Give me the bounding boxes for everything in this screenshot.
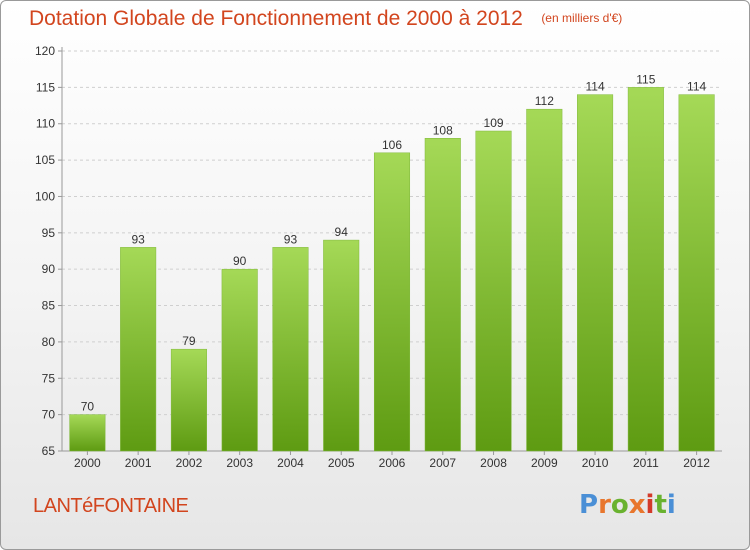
bars <box>69 87 715 452</box>
bar-2006 <box>373 152 411 452</box>
bar-2005 <box>323 239 360 452</box>
data-label: 94 <box>335 225 349 239</box>
y-tick-label: 95 <box>42 226 56 240</box>
y-tick-label: 115 <box>36 80 55 94</box>
x-tick-label: 2001 <box>125 456 152 470</box>
x-tick-label: 2004 <box>277 456 304 470</box>
chart-subtitle: (en milliers d'€) <box>541 11 623 25</box>
x-tick-label: 2009 <box>531 456 558 470</box>
data-label: 109 <box>484 116 504 130</box>
bar-2000 <box>69 414 106 452</box>
x-tick-label: 2000 <box>74 456 101 470</box>
data-labels: 70 93 79 90 93 94 106 108 109 112 114 115 114 <box>81 72 707 413</box>
data-label: 115 <box>636 72 655 86</box>
x-tick-label: 2011 <box>633 456 659 470</box>
data-label: 114 <box>687 80 706 94</box>
x-tick-label: 2002 <box>176 456 203 470</box>
logo-letter: r <box>598 490 611 520</box>
bar-2012 <box>678 94 715 452</box>
logo-letter: x <box>628 490 646 520</box>
y-tick-label: 80 <box>42 335 56 349</box>
data-label: 90 <box>233 254 247 268</box>
bar-2003 <box>221 268 258 452</box>
logo-letter: t <box>654 490 667 520</box>
x-tick-label: 2008 <box>480 456 507 470</box>
data-label: 93 <box>284 232 298 246</box>
y-tick-label: 85 <box>42 299 56 313</box>
data-label: 106 <box>382 138 402 152</box>
data-label: 108 <box>433 123 453 137</box>
logo-letter: P <box>579 490 599 520</box>
logo-letter: o <box>610 490 629 520</box>
y-tick-label: 65 <box>42 444 56 458</box>
y-tick-label: 105 <box>35 153 55 167</box>
data-label: 112 <box>535 94 554 108</box>
data-label: 70 <box>81 400 95 414</box>
logo-letter: i <box>666 490 676 520</box>
data-label: 114 <box>586 80 605 94</box>
bar-2007 <box>424 138 461 452</box>
y-tick-label: 120 <box>35 44 55 58</box>
y-tick-label: 75 <box>42 371 56 385</box>
x-tick-label: 2012 <box>683 456 710 470</box>
y-tick-label: 70 <box>42 408 56 422</box>
y-tick-label: 110 <box>36 117 55 131</box>
bar-2004 <box>272 247 309 452</box>
bar-2011 <box>627 87 664 452</box>
x-tick-label: 2010 <box>582 456 609 470</box>
bar-2002 <box>170 348 207 452</box>
bar-2008 <box>475 130 512 452</box>
x-tick-label: 2005 <box>328 456 355 470</box>
place-name: LANTéFONTAINE <box>33 495 189 517</box>
y-tick-label: 90 <box>42 262 56 276</box>
data-label: 93 <box>131 232 145 246</box>
x-tick-label: 2007 <box>429 456 456 470</box>
y-tick-label: 100 <box>35 189 55 203</box>
data-label: 79 <box>182 334 196 348</box>
bar-2009 <box>526 108 563 452</box>
proxiti-logo: Proxiti <box>579 490 676 520</box>
x-tick-label: 2006 <box>379 456 406 470</box>
y-tick-labels: 65 70 75 80 85 90 95 100 105 110 115 120 <box>35 44 62 458</box>
x-tick-label: 2003 <box>226 456 253 470</box>
logo-letter: i <box>645 490 655 520</box>
bar-2001 <box>120 247 157 452</box>
x-tick-labels: 2000 2001 2002 2003 2004 2005 2006 2007 2008 2009… <box>74 451 710 470</box>
title-row: Dotation Globale de Fonctionnement de 20… <box>29 7 622 31</box>
bar-2010 <box>577 94 614 452</box>
chart-title: Dotation Globale de Fonctionnement de 20… <box>29 7 523 30</box>
